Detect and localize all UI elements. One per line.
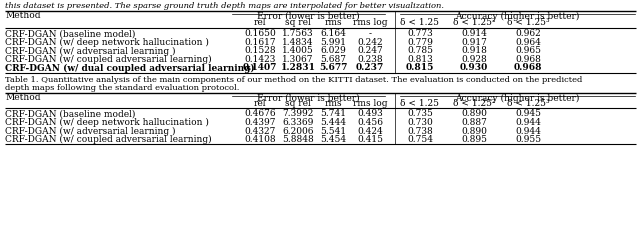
Text: 7.3992: 7.3992 (282, 110, 314, 119)
Text: 0.247: 0.247 (357, 47, 383, 56)
Text: 1.2831: 1.2831 (280, 63, 316, 73)
Text: CRF-DGAN (w/ adversarial learning ): CRF-DGAN (w/ adversarial learning ) (5, 47, 175, 56)
Text: 5.687: 5.687 (320, 55, 346, 64)
Text: 0.424: 0.424 (357, 126, 383, 135)
Text: δ < 1.25: δ < 1.25 (401, 19, 440, 27)
Text: rms log: rms log (353, 19, 387, 27)
Text: 0.962: 0.962 (515, 29, 541, 38)
Text: CRF-DGAN (baseline model): CRF-DGAN (baseline model) (5, 110, 136, 119)
Text: 5.454: 5.454 (320, 135, 346, 144)
Text: 0.1650: 0.1650 (244, 29, 276, 38)
Text: δ < 1.25²: δ < 1.25² (452, 19, 495, 27)
Text: 0.1528: 0.1528 (244, 47, 276, 56)
Text: 0.955: 0.955 (515, 135, 541, 144)
Text: CRF-DGAN (w/ coupled adversarial learning): CRF-DGAN (w/ coupled adversarial learnin… (5, 135, 212, 144)
Text: 5.8848: 5.8848 (282, 135, 314, 144)
Text: 0.1617: 0.1617 (244, 38, 276, 47)
Text: 0.813: 0.813 (407, 55, 433, 64)
Text: 0.1407: 0.1407 (243, 63, 277, 73)
Text: 0.754: 0.754 (407, 135, 433, 144)
Text: rms: rms (324, 19, 342, 27)
Text: 0.415: 0.415 (357, 135, 383, 144)
Text: 0.4108: 0.4108 (244, 135, 276, 144)
Text: rms: rms (324, 99, 342, 109)
Text: CRF-DGAN (w/ dual coupled adversarial learning): CRF-DGAN (w/ dual coupled adversarial le… (5, 63, 255, 73)
Text: 0.895: 0.895 (461, 135, 487, 144)
Text: CRF-DGAN (w/ coupled adversarial learning): CRF-DGAN (w/ coupled adversarial learnin… (5, 55, 212, 64)
Text: sq rel: sq rel (285, 99, 311, 109)
Text: Error (lower is better): Error (lower is better) (257, 12, 360, 21)
Text: 5.991: 5.991 (320, 38, 346, 47)
Text: 0.785: 0.785 (407, 47, 433, 56)
Text: δ < 1.25²: δ < 1.25² (452, 99, 495, 109)
Text: 6.2006: 6.2006 (282, 126, 314, 135)
Text: CRF-DGAN (w/ adversarial learning ): CRF-DGAN (w/ adversarial learning ) (5, 126, 175, 135)
Text: 1.4834: 1.4834 (282, 38, 314, 47)
Text: depth maps following the standard evaluation protocol.: depth maps following the standard evalua… (5, 84, 239, 91)
Text: 0.917: 0.917 (461, 38, 487, 47)
Text: 0.928: 0.928 (461, 55, 487, 64)
Text: 5.541: 5.541 (320, 126, 346, 135)
Text: 5.677: 5.677 (319, 63, 347, 73)
Text: 0.930: 0.930 (460, 63, 488, 73)
Text: δ < 1.25³: δ < 1.25³ (507, 99, 549, 109)
Text: CRF-DGAN (baseline model): CRF-DGAN (baseline model) (5, 29, 136, 38)
Text: Accuracy (higher is better): Accuracy (higher is better) (455, 93, 580, 103)
Text: Error (lower is better): Error (lower is better) (257, 94, 360, 102)
Text: 6.3369: 6.3369 (282, 118, 314, 127)
Text: 0.944: 0.944 (515, 126, 541, 135)
Text: 0.890: 0.890 (461, 126, 487, 135)
Text: 5.444: 5.444 (320, 118, 346, 127)
Text: 0.4397: 0.4397 (244, 118, 276, 127)
Text: 0.456: 0.456 (357, 118, 383, 127)
Text: 6.029: 6.029 (320, 47, 346, 56)
Text: CRF-DGAN (w/ deep network hallucination ): CRF-DGAN (w/ deep network hallucination … (5, 38, 209, 47)
Text: Table 1. Quantitative analysis of the main components of our method on the KITTI: Table 1. Quantitative analysis of the ma… (5, 76, 582, 84)
Text: 0.918: 0.918 (461, 47, 487, 56)
Text: this dataset is presented. The sparse ground truth depth maps are interpolated f: this dataset is presented. The sparse gr… (5, 2, 444, 10)
Text: 0.493: 0.493 (357, 110, 383, 119)
Text: 0.968: 0.968 (514, 63, 542, 73)
Text: 0.887: 0.887 (461, 118, 487, 127)
Text: sq rel: sq rel (285, 19, 311, 27)
Text: 1.4005: 1.4005 (282, 47, 314, 56)
Text: 1.7563: 1.7563 (282, 29, 314, 38)
Text: 0.237: 0.237 (356, 63, 384, 73)
Text: 0.815: 0.815 (406, 63, 434, 73)
Text: CRF-DGAN (w/ deep network hallucination ): CRF-DGAN (w/ deep network hallucination … (5, 118, 209, 127)
Text: 0.964: 0.964 (515, 38, 541, 47)
Text: 0.242: 0.242 (357, 38, 383, 47)
Text: 0.773: 0.773 (407, 29, 433, 38)
Text: 6.164: 6.164 (320, 29, 346, 38)
Text: δ < 1.25³: δ < 1.25³ (507, 19, 549, 27)
Text: 0.4676: 0.4676 (244, 110, 276, 119)
Text: 0.944: 0.944 (515, 118, 541, 127)
Text: 0.1423: 0.1423 (244, 55, 276, 64)
Text: 1.3067: 1.3067 (282, 55, 314, 64)
Text: 5.741: 5.741 (320, 110, 346, 119)
Text: 0.779: 0.779 (407, 38, 433, 47)
Text: 0.945: 0.945 (515, 110, 541, 119)
Text: 0.968: 0.968 (515, 55, 541, 64)
Text: 0.738: 0.738 (407, 126, 433, 135)
Text: -: - (369, 29, 371, 38)
Text: 0.914: 0.914 (461, 29, 487, 38)
Text: rel: rel (253, 19, 266, 27)
Text: 0.890: 0.890 (461, 110, 487, 119)
Text: rel: rel (253, 99, 266, 109)
Text: 0.735: 0.735 (407, 110, 433, 119)
Text: Method: Method (5, 12, 40, 21)
Text: rms log: rms log (353, 99, 387, 109)
Text: 0.965: 0.965 (515, 47, 541, 56)
Text: 0.4327: 0.4327 (244, 126, 276, 135)
Text: δ < 1.25: δ < 1.25 (401, 99, 440, 109)
Text: Method: Method (5, 94, 40, 102)
Text: Accuracy (higher is better): Accuracy (higher is better) (455, 12, 580, 21)
Text: 0.730: 0.730 (407, 118, 433, 127)
Text: 0.238: 0.238 (357, 55, 383, 64)
